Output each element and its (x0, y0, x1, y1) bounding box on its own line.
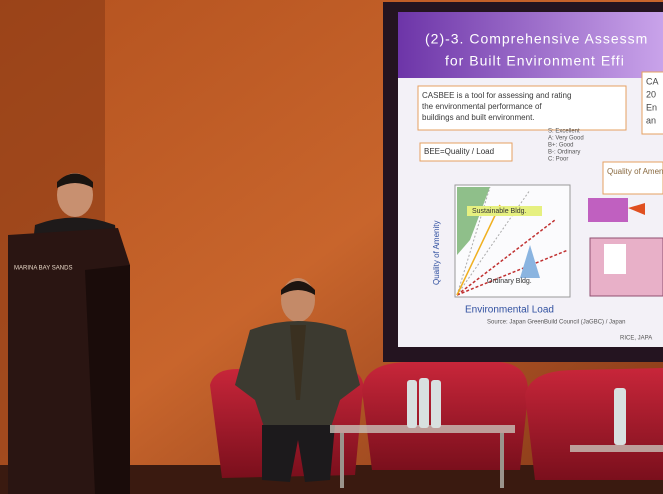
table-leg (340, 433, 344, 488)
y-axis-label: Quality of Amenity (432, 221, 441, 285)
diagram-arrow (456, 204, 501, 296)
grade: B+: Good (548, 143, 574, 149)
region-label: Ordinary Bldg. (487, 278, 532, 285)
side-arrow (628, 203, 645, 215)
formula-box (419, 142, 513, 162)
region-label-box (467, 206, 542, 216)
slide-title: (2)-3. Comprehensive Assessm (425, 31, 648, 47)
slide-title: for Built Environment Effi (445, 53, 625, 69)
side-icon (588, 198, 628, 222)
right-box-text: an (646, 115, 656, 125)
bottle (407, 380, 417, 428)
chair (525, 368, 663, 480)
intro-text: buildings and built environment. (422, 113, 535, 122)
side-label: Quality of Amenity (607, 167, 663, 176)
grade: B-: Ordinary (548, 150, 580, 156)
grade: A: Very Good (548, 136, 584, 142)
right-box-text: En (646, 102, 657, 112)
region-ordinary (520, 245, 540, 278)
bottle (431, 380, 441, 428)
title-band (398, 12, 663, 78)
table-leg (500, 433, 504, 488)
man-legs (262, 425, 335, 482)
x-axis-label: Environmental Load (465, 305, 554, 316)
speaker-hair (57, 173, 93, 188)
formula: BEE=Quality / Load (424, 147, 494, 156)
diagram-line (456, 219, 556, 296)
intro-box (417, 85, 627, 131)
right-box (641, 71, 663, 135)
table (330, 425, 515, 433)
grade: C: Poor (548, 157, 568, 163)
podium-side (85, 265, 130, 494)
region-s (457, 187, 490, 255)
side-building-part (604, 244, 626, 274)
source: Source: Japan GreenBuild Council (JaGBC)… (487, 320, 625, 326)
intro-text: CASBEE is a tool for assessing and ratin… (422, 91, 571, 100)
side-building (589, 237, 663, 297)
intro-text: the environmental performance of (422, 102, 542, 111)
region-label: Sustainable Bldg. (472, 208, 527, 215)
diagram-line (456, 186, 491, 296)
right-box-text: 20 (646, 89, 656, 99)
man-tie (290, 325, 306, 400)
diagram-line (456, 189, 531, 296)
footer: RICE, JAPA (620, 336, 652, 342)
podium-logo: MARINA BAY SANDS (14, 266, 72, 272)
grade: S: Excellent (548, 129, 580, 135)
table (570, 445, 663, 452)
man-hair (281, 281, 315, 295)
right-box-text: CA (646, 76, 659, 86)
bottle (614, 388, 626, 445)
chair (362, 362, 529, 470)
bottle (419, 378, 429, 428)
side-box (602, 161, 663, 195)
